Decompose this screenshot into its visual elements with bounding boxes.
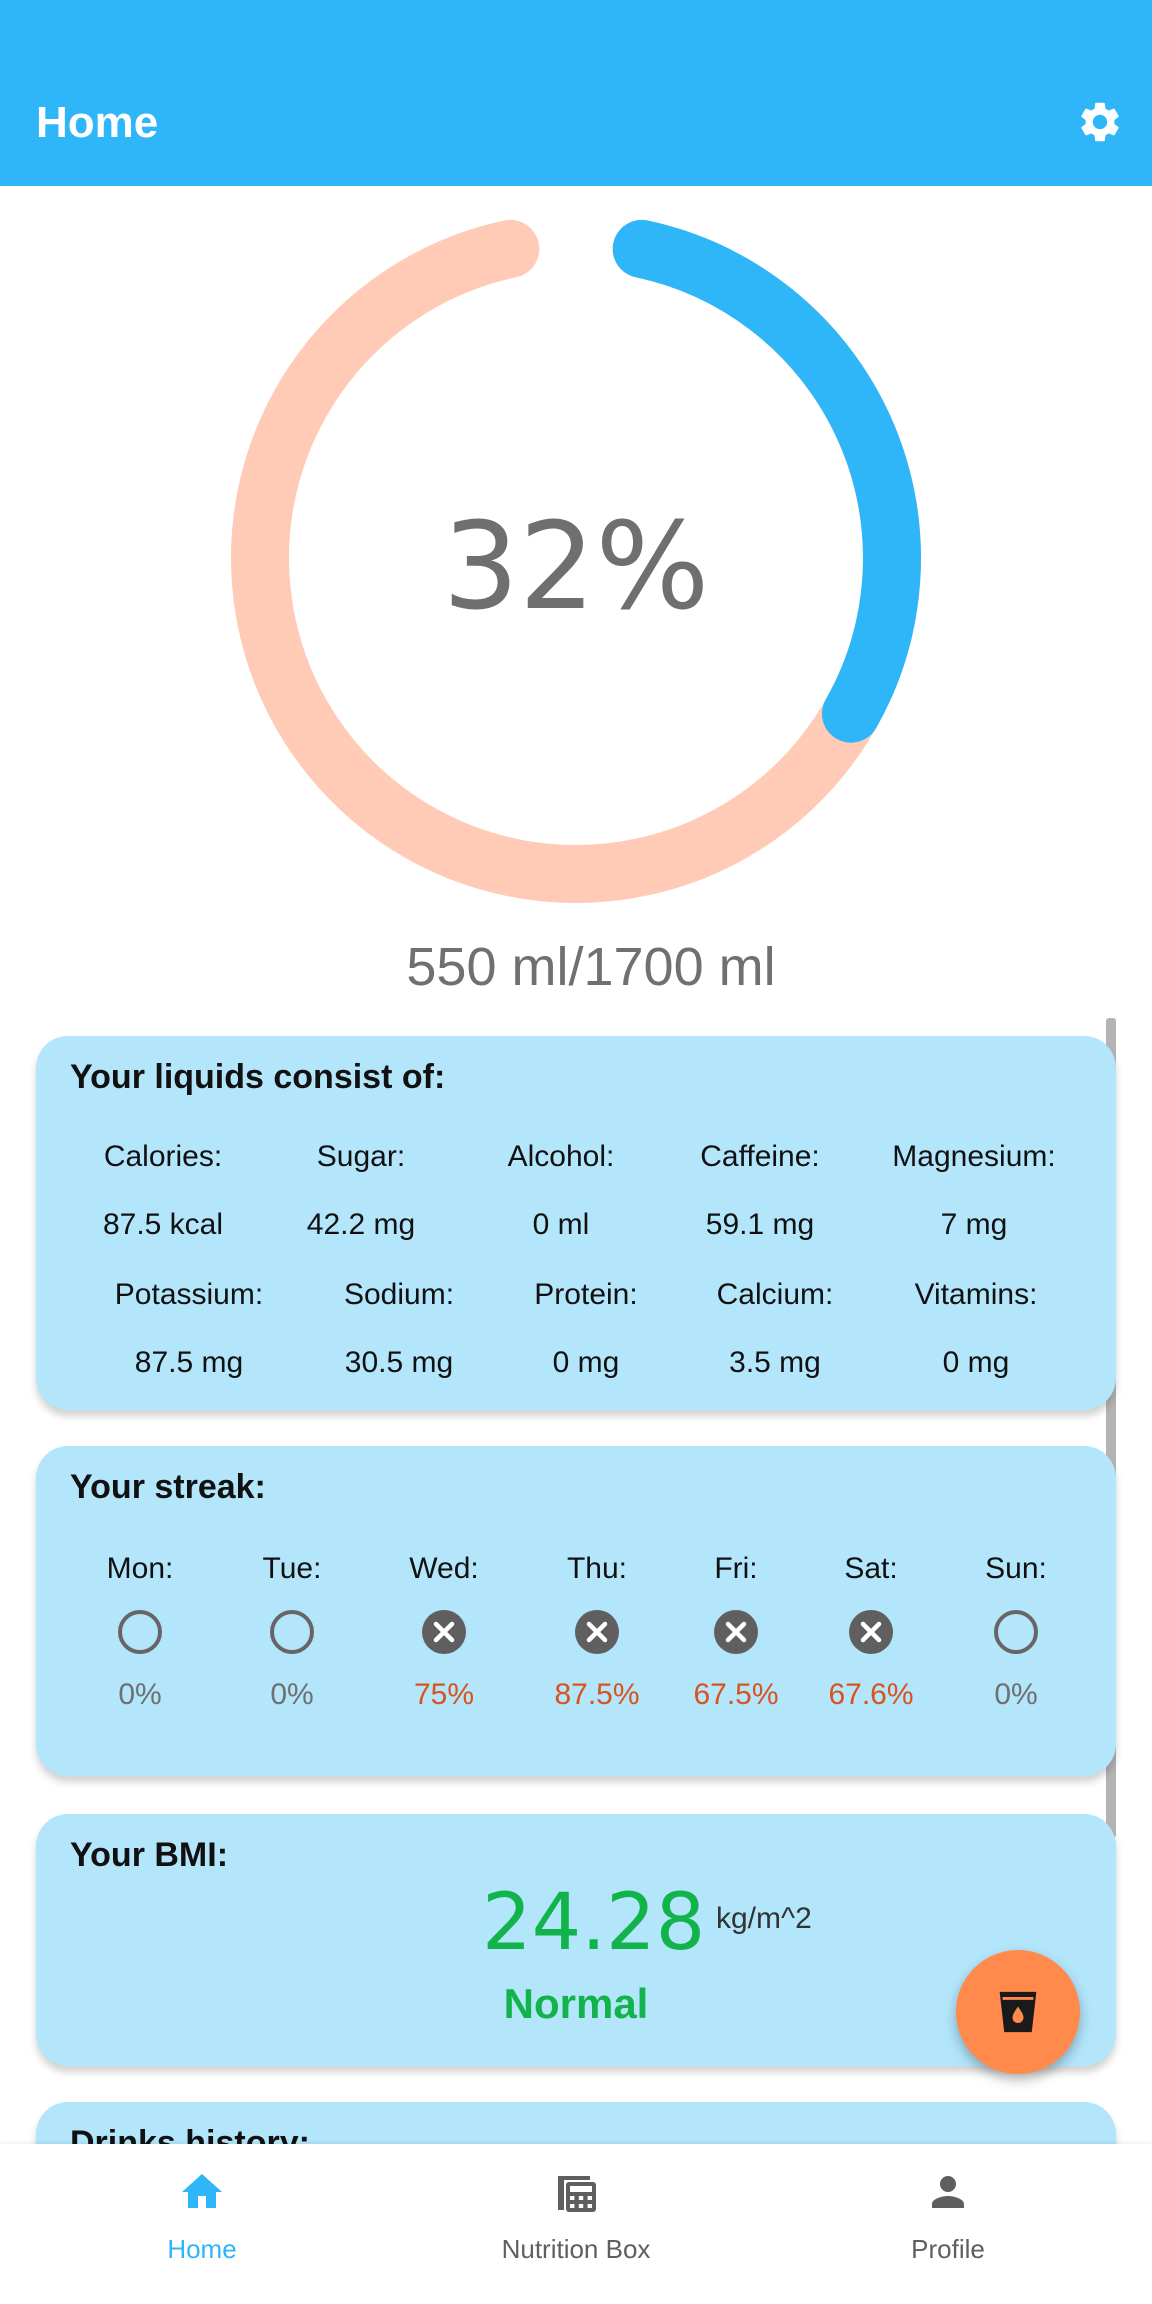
nutrient-label: Calcium: [716, 1278, 834, 1311]
nutrient-sugar: Sugar: 42.2 mg [251, 1140, 471, 1242]
liquids-card: Your liquids consist of: Calories: 87.5 … [36, 1036, 1116, 1410]
day-percent: 0% [994, 1678, 1038, 1711]
nutrient-calories: Calories: 87.5 kcal [53, 1140, 273, 1242]
day-percent: 67.6% [828, 1678, 914, 1711]
day-label: Thu: [566, 1552, 628, 1585]
x-circle-icon [422, 1610, 466, 1654]
bottom-navigation: Home Nutrition Box Profile [0, 2144, 1152, 2304]
streak-day-sat: Sat: 67.6% [796, 1552, 946, 1712]
nutrient-calcium: Calcium: 3.5 mg [665, 1278, 885, 1380]
nutrient-label: Sodium: [343, 1278, 455, 1311]
nutrient-label: Vitamins: [914, 1278, 1038, 1311]
nutrient-magnesium: Magnesium: 7 mg [864, 1140, 1084, 1242]
nutrient-label: Protein: [534, 1278, 638, 1311]
app-bar: Home [0, 0, 1152, 186]
day-label: Sat: [844, 1552, 898, 1585]
home-icon [182, 2174, 222, 2208]
streak-day-fri: Fri: 67.5% [661, 1552, 811, 1712]
nutrient-value: 87.5 mg [134, 1346, 244, 1379]
x-circle-icon [714, 1610, 758, 1654]
nav-label: Profile [911, 2234, 985, 2264]
liquids-title: Your liquids consist of: [70, 1058, 446, 1096]
nutrient-value: 59.1 mg [705, 1208, 815, 1241]
page-title: Home [36, 98, 159, 147]
bmi-value: 24.28 [482, 1878, 706, 1968]
progress-ring-graphic [231, 219, 921, 903]
calculator-icon [558, 2176, 596, 2212]
day-label: Tue: [262, 1552, 322, 1585]
volume-readout: 550 ml/1700 ml [406, 937, 776, 997]
x-circle-icon [849, 1610, 893, 1654]
nav-item-profile[interactable]: Profile [798, 2144, 1098, 2304]
nutrient-caffeine: Caffeine: 59.1 mg [650, 1140, 870, 1242]
nutrient-value: 0 mg [552, 1346, 620, 1379]
nav-item-home[interactable]: Home [52, 2144, 352, 2304]
nutrient-potassium: Potassium: 87.5 mg [79, 1278, 299, 1380]
x-circle-icon [575, 1610, 619, 1654]
nutrient-vitamins: Vitamins: 0 mg [866, 1278, 1086, 1380]
scrollbar[interactable] [1106, 1018, 1116, 1838]
day-percent: 0% [118, 1678, 162, 1711]
nutrient-label: Alcohol: [507, 1140, 615, 1173]
bmi-status: Normal [503, 1980, 649, 2027]
nav-label: Nutrition Box [501, 2234, 651, 2264]
nutrient-label: Potassium: [114, 1278, 264, 1311]
empty-circle-icon [994, 1610, 1038, 1654]
nav-label: Home [167, 2234, 237, 2264]
nutrient-protein: Protein: 0 mg [476, 1278, 696, 1380]
day-percent: 75% [413, 1678, 475, 1711]
nutrient-label: Caffeine: [700, 1140, 820, 1173]
nutrient-label: Sugar: [316, 1140, 406, 1173]
streak-card: Your streak: Mon: 0% Tue: 0% Wed: 75% Th… [36, 1446, 1116, 1776]
nutrient-value: 0 ml [532, 1208, 590, 1241]
water-progress-ring: 32% [0, 186, 1152, 946]
day-percent: 67.5% [693, 1678, 779, 1711]
nutrient-value: 42.2 mg [306, 1208, 416, 1241]
day-label: Mon: [106, 1552, 174, 1585]
empty-circle-icon [270, 1610, 314, 1654]
nutrient-sodium: Sodium: 30.5 mg [289, 1278, 509, 1380]
nutrient-value: 30.5 mg [344, 1346, 454, 1379]
day-percent: 87.5% [554, 1678, 640, 1711]
bmi-card: Your BMI: 24.28 kg/m^2 Normal [36, 1814, 1116, 2066]
streak-day-mon: Mon: 0% [65, 1552, 215, 1712]
streak-day-tue: Tue: 0% [217, 1552, 367, 1712]
day-label: Wed: [409, 1552, 479, 1585]
nav-item-nutrition-box[interactable]: Nutrition Box [426, 2144, 726, 2304]
empty-circle-icon [118, 1610, 162, 1654]
nutrient-value: 3.5 mg [729, 1346, 821, 1379]
gear-icon [1081, 102, 1119, 142]
settings-button[interactable] [1076, 98, 1124, 146]
streak-day-thu: Thu: 87.5% [522, 1552, 672, 1712]
streak-day-sun: Sun: 0% [941, 1552, 1091, 1712]
nutrient-value: 7 mg [940, 1208, 1008, 1241]
person-icon [932, 2176, 964, 2208]
streak-title: Your streak: [70, 1468, 266, 1506]
nutrient-value: 87.5 kcal [102, 1208, 224, 1241]
add-drink-button[interactable] [956, 1950, 1080, 2074]
nutrient-label: Magnesium: [892, 1140, 1056, 1173]
bmi-unit: kg/m^2 [716, 1902, 812, 1935]
day-percent: 0% [270, 1678, 314, 1711]
drink-glass-icon [999, 1991, 1037, 2033]
streak-day-wed: Wed: 75% [369, 1552, 519, 1712]
progress-percent: 32% [442, 498, 710, 637]
day-label: Sun: [985, 1552, 1047, 1585]
bmi-title: Your BMI: [70, 1836, 229, 1874]
nutrient-label: Calories: [103, 1140, 223, 1173]
progress-ring-fill [612, 219, 921, 743]
nutrient-value: 0 mg [942, 1346, 1010, 1379]
nutrient-alcohol: Alcohol: 0 ml [451, 1140, 671, 1242]
day-label: Fri: [714, 1552, 758, 1585]
